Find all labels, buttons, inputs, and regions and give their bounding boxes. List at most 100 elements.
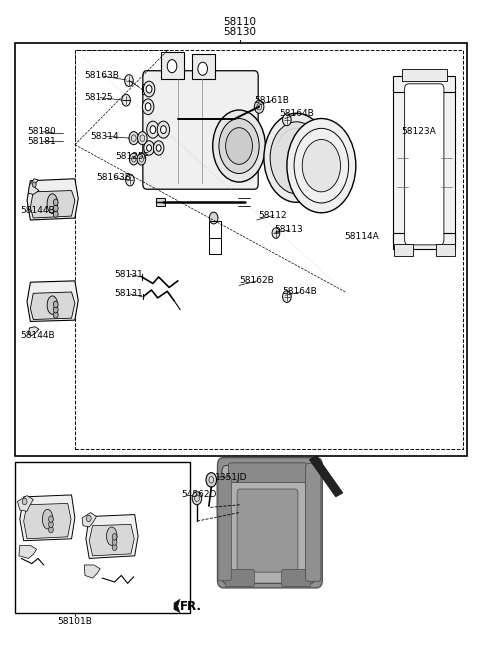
Circle shape xyxy=(198,62,207,75)
Text: 54562D: 54562D xyxy=(181,491,217,499)
Text: 58112: 58112 xyxy=(258,211,287,220)
Circle shape xyxy=(144,141,155,155)
FancyBboxPatch shape xyxy=(217,477,230,516)
Circle shape xyxy=(122,94,131,106)
Text: 58161B: 58161B xyxy=(254,96,289,105)
Polygon shape xyxy=(310,456,343,497)
Text: 58125: 58125 xyxy=(84,93,113,102)
Text: 58181: 58181 xyxy=(27,137,56,146)
Polygon shape xyxy=(24,503,71,539)
Polygon shape xyxy=(27,281,78,321)
FancyBboxPatch shape xyxy=(225,569,254,586)
Bar xyxy=(161,52,184,79)
Circle shape xyxy=(32,182,36,187)
Circle shape xyxy=(138,132,147,145)
Bar xyxy=(436,244,456,256)
Text: 58180: 58180 xyxy=(27,127,56,136)
Circle shape xyxy=(112,544,117,550)
Polygon shape xyxy=(30,190,75,218)
Ellipse shape xyxy=(42,509,53,529)
Circle shape xyxy=(264,113,329,202)
Circle shape xyxy=(53,199,58,205)
Circle shape xyxy=(112,539,117,545)
Circle shape xyxy=(270,122,323,194)
Circle shape xyxy=(53,211,58,217)
Circle shape xyxy=(145,103,151,111)
Circle shape xyxy=(192,491,202,504)
Polygon shape xyxy=(27,178,78,220)
Polygon shape xyxy=(17,495,33,511)
Circle shape xyxy=(53,205,58,211)
Circle shape xyxy=(86,515,91,522)
Polygon shape xyxy=(89,524,134,556)
Text: 58101B: 58101B xyxy=(58,617,92,626)
FancyBboxPatch shape xyxy=(143,71,258,189)
Text: 58113: 58113 xyxy=(275,225,303,234)
Circle shape xyxy=(144,81,155,97)
Text: 58144B: 58144B xyxy=(20,206,54,215)
Circle shape xyxy=(219,119,259,173)
FancyBboxPatch shape xyxy=(306,464,321,581)
Circle shape xyxy=(112,533,117,540)
Text: 58314: 58314 xyxy=(91,132,120,140)
Text: 58163B: 58163B xyxy=(96,173,132,182)
Circle shape xyxy=(157,121,169,138)
Circle shape xyxy=(147,121,159,138)
Text: 58131: 58131 xyxy=(115,270,144,279)
Circle shape xyxy=(48,516,53,522)
Bar xyxy=(15,462,190,613)
Polygon shape xyxy=(84,565,100,578)
FancyBboxPatch shape xyxy=(228,463,307,483)
Text: 58131: 58131 xyxy=(115,289,144,298)
Bar xyxy=(393,76,456,92)
Circle shape xyxy=(137,154,146,165)
FancyBboxPatch shape xyxy=(405,84,444,245)
Polygon shape xyxy=(19,545,36,558)
Text: 58125F: 58125F xyxy=(116,152,149,161)
FancyBboxPatch shape xyxy=(222,466,315,583)
FancyBboxPatch shape xyxy=(282,569,311,586)
Circle shape xyxy=(48,526,53,533)
Bar xyxy=(393,233,456,249)
Text: 1351JD: 1351JD xyxy=(215,473,248,482)
Bar xyxy=(142,85,151,94)
Circle shape xyxy=(53,312,58,318)
Polygon shape xyxy=(28,178,39,194)
Text: 58110: 58110 xyxy=(224,16,256,27)
FancyBboxPatch shape xyxy=(218,478,231,581)
Circle shape xyxy=(226,128,252,165)
Polygon shape xyxy=(174,599,180,613)
Circle shape xyxy=(22,498,27,504)
Bar xyxy=(15,43,468,456)
Ellipse shape xyxy=(107,527,117,545)
Bar xyxy=(402,69,447,81)
Circle shape xyxy=(160,126,166,134)
Text: 58130: 58130 xyxy=(224,27,256,37)
Circle shape xyxy=(126,174,134,186)
FancyBboxPatch shape xyxy=(217,458,323,588)
Bar xyxy=(209,221,221,237)
Circle shape xyxy=(254,100,264,113)
Polygon shape xyxy=(30,292,75,319)
Circle shape xyxy=(156,145,161,152)
Text: FR.: FR. xyxy=(180,600,202,613)
FancyBboxPatch shape xyxy=(237,489,298,572)
Bar xyxy=(441,86,456,243)
Circle shape xyxy=(48,521,53,527)
Polygon shape xyxy=(86,514,138,558)
Ellipse shape xyxy=(47,194,58,213)
Bar xyxy=(75,50,463,449)
Circle shape xyxy=(154,141,164,155)
Text: 58114A: 58114A xyxy=(344,232,379,241)
Circle shape xyxy=(283,291,291,302)
Text: 58164B: 58164B xyxy=(280,109,314,118)
Circle shape xyxy=(213,110,265,182)
Circle shape xyxy=(272,228,280,238)
Circle shape xyxy=(287,119,356,213)
Circle shape xyxy=(206,473,216,487)
Bar xyxy=(394,244,413,256)
Circle shape xyxy=(209,212,218,224)
Bar xyxy=(156,197,165,206)
Circle shape xyxy=(130,154,138,165)
Text: 58163B: 58163B xyxy=(84,72,120,81)
